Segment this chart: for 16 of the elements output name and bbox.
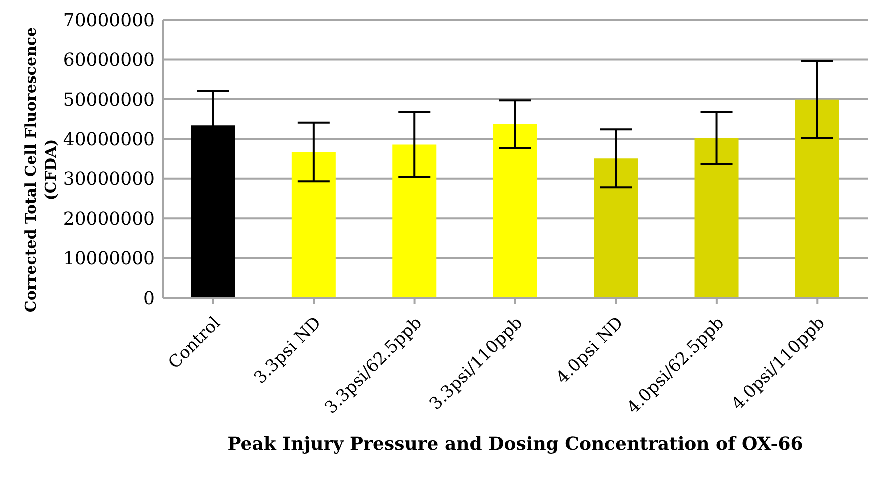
y-axis-title: Corrected Total Cell Fluorescence (CFDA) [22,27,60,313]
bar [694,138,739,298]
y-tick-label: 50000000 [63,90,155,111]
y-tick-label: 40000000 [63,130,155,151]
y-tick-label: 30000000 [63,169,155,190]
x-axis-title: Peak Injury Pressure and Dosing Concentration of OX-66 [228,434,804,455]
y-tick-label: 70000000 [63,10,155,32]
bar [493,124,538,298]
y-tick-label: 10000000 [63,248,155,270]
y-tick-label: 20000000 [63,208,155,230]
bar [795,100,840,298]
y-tick-label: 60000000 [63,50,155,72]
bar [392,144,437,298]
bar [292,152,336,298]
bar [594,158,638,298]
y-tick-label: 0 [144,288,155,310]
